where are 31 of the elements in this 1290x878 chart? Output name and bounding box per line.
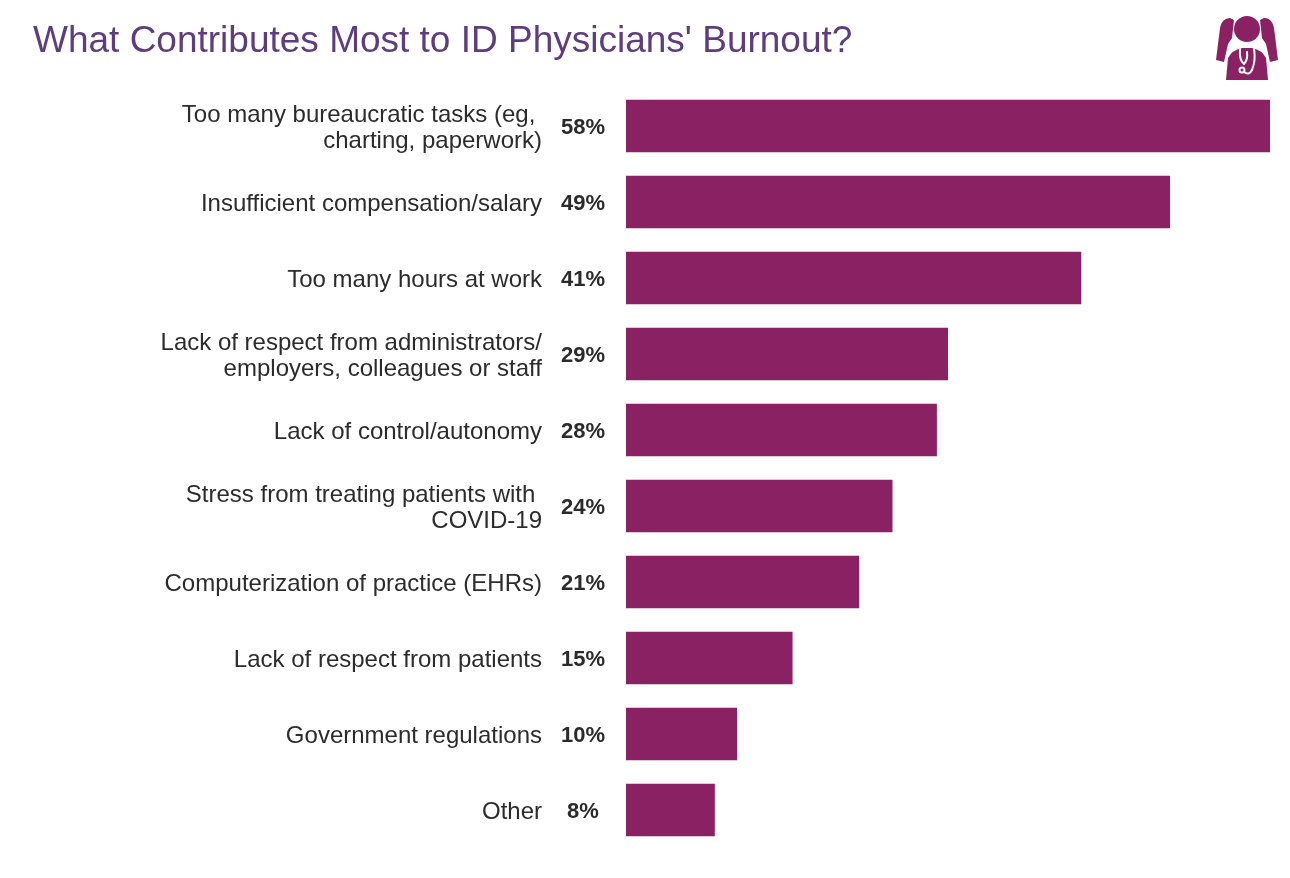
bar — [626, 327, 948, 381]
y-tick-label: Other — [481, 796, 542, 824]
chart-title: What Contributes Most to ID Physicians' Burnout? — [33, 19, 853, 60]
bar — [626, 707, 738, 761]
y-tick-label: Government regulations — [285, 720, 542, 748]
bar — [626, 631, 793, 685]
data-label: 15% — [560, 645, 606, 671]
data-label: 41% — [560, 265, 606, 291]
data-label: 49% — [560, 189, 606, 215]
data-label: 21% — [560, 569, 606, 595]
bar — [626, 479, 893, 533]
y-tick-label: Too many bureaucratic tasks (eg, charting, paperwork) — [181, 99, 542, 153]
data-label: 29% — [560, 341, 606, 367]
data-label: 8% — [567, 797, 599, 823]
bar — [626, 251, 1082, 305]
bar — [626, 783, 715, 837]
y-tick-label: Lack of respect from patients — [233, 644, 542, 672]
y-tick-label: Lack of respect from administrators/employers, colleagues or staff — [160, 327, 543, 381]
data-label: 58% — [560, 113, 606, 139]
y-tick-label: Too many hours at work — [287, 264, 543, 292]
y-tick-label: Stress from treating patients with COVID-19 — [185, 479, 542, 533]
data-label: 24% — [560, 493, 606, 519]
y-tick-label: Computerization of practice (EHRs) — [164, 568, 542, 596]
bar — [626, 99, 1270, 153]
bar — [626, 175, 1171, 229]
data-label: 10% — [560, 721, 606, 747]
bar — [626, 403, 937, 457]
y-tick-label: Lack of control/autonomy — [273, 416, 542, 444]
bar — [626, 555, 860, 609]
y-tick-label: Insufficient compensation/salary — [200, 188, 542, 216]
data-label: 28% — [560, 417, 606, 443]
